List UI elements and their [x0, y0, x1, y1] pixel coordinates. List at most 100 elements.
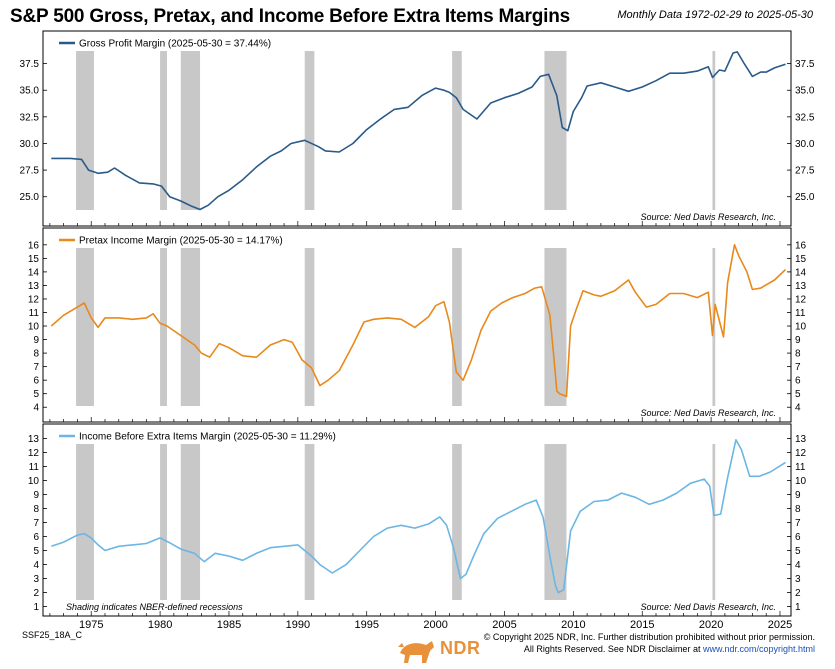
recession-band — [544, 51, 567, 210]
y-tick-label-right: 5 — [795, 389, 801, 400]
y-tick-label-left: 14 — [28, 267, 40, 278]
y-tick-label-left: 12 — [28, 294, 40, 305]
panel-2 — [42, 227, 792, 423]
y-tick-label-left: 1 — [33, 602, 39, 613]
y-tick-label-left: 10 — [28, 476, 40, 487]
y-tick-label-left: 9 — [33, 335, 39, 346]
series-line-1 — [51, 51, 786, 211]
y-tick-label-right: 15 — [795, 254, 807, 265]
y-tick-label-right: 10 — [795, 322, 807, 333]
recession-band — [452, 248, 462, 406]
y-tick-label-right: 7 — [795, 362, 801, 373]
x-tick-label: 1975 — [79, 619, 103, 631]
y-tick-label-left: 16 — [28, 240, 40, 251]
panel-1 — [42, 30, 792, 227]
y-tick-label-right: 6 — [795, 376, 801, 387]
x-tick-label: 1990 — [286, 619, 310, 631]
y-tick-label-left: 7 — [33, 362, 39, 373]
y-tick-label-left: 32.5 — [20, 112, 40, 123]
y-tick-label-left: 10 — [28, 322, 40, 333]
copyright-link[interactable]: www.ndr.com/copyright.html — [702, 644, 815, 654]
y-tick-label-left: 35.0 — [20, 86, 40, 97]
x-tick-label: 2025 — [768, 619, 792, 631]
x-tick-label: 1980 — [148, 619, 172, 631]
y-tick-label-left: 12 — [28, 448, 40, 459]
y-tick-label-right: 10 — [795, 476, 807, 487]
y-tick-label-right: 35.0 — [795, 86, 815, 97]
y-tick-label-left: 30.0 — [20, 139, 40, 150]
panel-frame — [42, 227, 792, 423]
y-tick-label-right: 2 — [795, 588, 801, 599]
x-tick-label: 2005 — [492, 619, 516, 631]
x-tick-label: 2010 — [561, 619, 585, 631]
recession-band — [76, 248, 94, 406]
recession-note: Shading indicates NBER-defined recession… — [66, 602, 243, 612]
page-title: S&P 500 Gross, Pretax, and Income Before… — [10, 6, 570, 27]
recession-band — [712, 51, 716, 210]
y-tick-label-right: 11 — [795, 462, 806, 473]
source-note: Source: Ned Davis Research, Inc. — [640, 602, 776, 612]
recession-band — [544, 248, 567, 406]
recession-band — [452, 444, 462, 600]
x-tick-label: 1985 — [217, 619, 241, 631]
y-tick-label-left: 5 — [33, 546, 39, 557]
y-tick-label-left: 4 — [33, 560, 39, 571]
y-tick-label-right: 4 — [795, 403, 801, 414]
copyright-notice: © Copyright 2025 NDR, Inc. Further distr… — [484, 631, 815, 655]
y-tick-label-right: 30.0 — [795, 139, 815, 150]
y-tick-label-right: 9 — [795, 490, 801, 501]
recession-band — [452, 51, 462, 210]
series-line-2 — [50, 244, 787, 398]
y-tick-label-left: 2 — [33, 588, 39, 599]
y-tick-label-left: 11 — [29, 308, 40, 319]
recession-band — [712, 444, 716, 600]
y-tick-label-left: 8 — [33, 349, 39, 360]
recession-band — [544, 444, 567, 600]
y-tick-label-right: 7 — [795, 518, 801, 529]
y-tick-label-left: 15 — [28, 254, 40, 265]
y-tick-label-right: 8 — [795, 349, 801, 360]
x-tick-label: 2015 — [630, 619, 654, 631]
recession-band — [160, 444, 167, 600]
recession-band — [304, 51, 315, 210]
y-tick-label-left: 13 — [28, 281, 40, 292]
y-tick-label-right: 9 — [795, 335, 801, 346]
panel-frame — [42, 30, 792, 227]
page-subtitle: Monthly Data 1972-02-29 to 2025-05-30 — [617, 9, 813, 21]
y-tick-label-right: 27.5 — [795, 166, 815, 177]
x-tick-label: 2020 — [699, 619, 723, 631]
recession-band — [304, 248, 315, 406]
copyright-line-2-text: All Rights Reserved. See NDR Disclaimer … — [523, 644, 703, 654]
y-tick-label-left: 8 — [33, 504, 39, 515]
y-tick-label-right: 25.0 — [795, 192, 815, 203]
y-tick-label-right: 6 — [795, 532, 801, 543]
x-tick-label: 1995 — [354, 619, 378, 631]
y-tick-label-right: 16 — [795, 240, 807, 251]
y-tick-label-right: 1 — [795, 602, 801, 613]
source-note: Source: Ned Davis Research, Inc. — [640, 212, 776, 222]
y-tick-label-right: 11 — [795, 308, 806, 319]
series-line-3 — [51, 439, 786, 594]
recession-band — [180, 248, 201, 406]
y-tick-label-left: 27.5 — [20, 166, 40, 177]
y-tick-label-left: 3 — [33, 574, 39, 585]
y-tick-label-right: 14 — [795, 267, 807, 278]
source-note: Source: Ned Davis Research, Inc. — [640, 408, 776, 418]
y-tick-label-right: 3 — [795, 574, 801, 585]
y-tick-label-left: 9 — [33, 490, 39, 501]
legend-label: Pretax Income Margin (2025-05-30 = 14.17… — [79, 236, 283, 247]
y-tick-label-left: 11 — [29, 462, 40, 473]
recession-band — [304, 444, 315, 600]
y-tick-label-right: 32.5 — [795, 112, 815, 123]
y-tick-label-left: 25.0 — [20, 192, 40, 203]
panel-frame — [42, 423, 792, 617]
y-tick-label-left: 5 — [33, 389, 39, 400]
y-tick-label-right: 5 — [795, 546, 801, 557]
recession-band — [160, 248, 167, 406]
copyright-line-2: All Rights Reserved. See NDR Disclaimer … — [484, 643, 815, 655]
y-tick-label-left: 37.5 — [20, 59, 40, 70]
panel-3 — [42, 423, 792, 617]
recession-band — [160, 51, 167, 210]
legend-label: Income Before Extra Items Margin (2025-0… — [79, 432, 336, 443]
